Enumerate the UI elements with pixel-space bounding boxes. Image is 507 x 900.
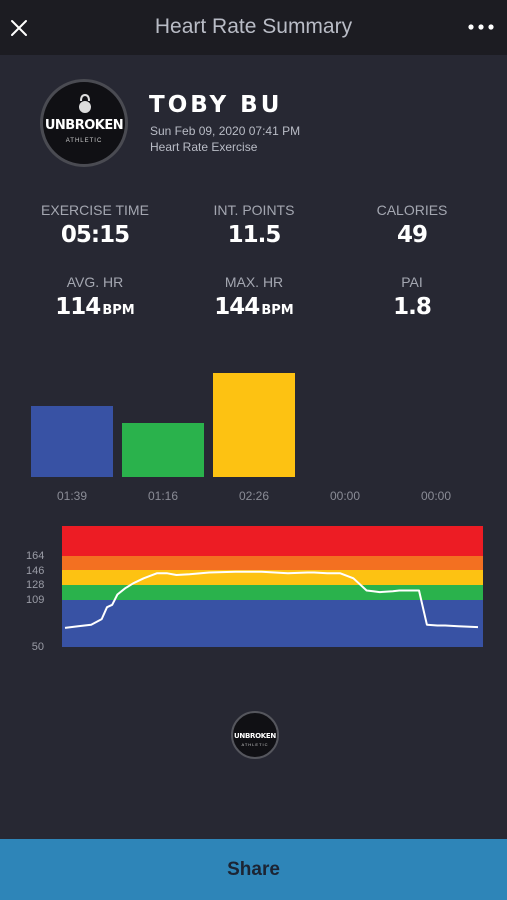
close-icon[interactable] [8, 15, 30, 41]
hr-zone-band [62, 556, 483, 570]
hr-series-line [64, 570, 479, 629]
stat-value-row: 144 BPM [184, 294, 324, 320]
zone-bar-label: 01:39 [56, 489, 88, 503]
footer-logo-subtext: ATHLETIC [241, 742, 269, 747]
stat-label: EXERCISE TIME [41, 202, 149, 218]
stat-value-row: 114 BPM [25, 294, 165, 320]
y-tick-label: 164 [26, 550, 45, 562]
more-options-icon[interactable] [467, 17, 495, 37]
stat-avg-hr: AVG. HR 114 BPM [25, 274, 165, 320]
zone-bar-label: 00:00 [420, 489, 452, 503]
hr-zone-band [62, 600, 483, 647]
top-bar: Heart Rate Summary [0, 0, 507, 55]
stat-value: 1.8 [393, 294, 432, 320]
hr-zone-band [62, 526, 483, 556]
stat-label: CALORIES [376, 202, 448, 218]
zone-bar [213, 373, 295, 477]
logo-text: UNBROKEN [44, 118, 124, 133]
user-name: TOBY BU [149, 92, 283, 118]
stat-int-points: INT. POINTS 11.5 [184, 202, 324, 248]
stat-label: PAI [401, 274, 423, 290]
stat-exercise-time: EXERCISE TIME 05:15 [25, 202, 165, 248]
stat-value: 114 [55, 294, 101, 320]
stat-max-hr: MAX. HR 144 BPM [184, 274, 324, 320]
stat-unit: BPM [261, 303, 294, 318]
stat-value: 144 [214, 294, 260, 320]
hr-zone-band [62, 585, 483, 600]
zone-bar [122, 423, 204, 477]
logo-subtext: ATHLETIC [65, 138, 103, 144]
page-title: Heart Rate Summary [154, 15, 353, 38]
stat-unit: BPM [102, 303, 135, 318]
share-button[interactable]: Share [0, 839, 507, 900]
stat-label: AVG. HR [66, 274, 124, 290]
footer-logo: UNBROKEN ATHLETIC [231, 711, 279, 759]
stat-value: 11.5 [227, 222, 282, 248]
footer-logo-text: UNBROKEN [234, 732, 276, 740]
y-tick-label: 146 [26, 565, 45, 577]
stat-calories: CALORIES 49 [342, 202, 482, 248]
stat-label: MAX. HR [224, 274, 284, 290]
stat-label: INT. POINTS [213, 202, 295, 218]
workout-type: Heart Rate Exercise [150, 140, 258, 154]
y-tick-label: 128 [26, 579, 45, 591]
stat-value: 49 [396, 222, 428, 248]
workout-date: Sun Feb 09, 2020 07:41 PM [150, 124, 301, 138]
y-tick-label: 50 [31, 641, 44, 653]
zone-bar-label: 02:26 [238, 489, 270, 503]
stat-pai: PAI 1.8 [342, 274, 482, 320]
heart-rate-plot [62, 526, 483, 647]
y-tick-label: 109 [26, 594, 45, 606]
zone-bar [31, 406, 113, 477]
zone-bar-label: 00:00 [329, 489, 361, 503]
zone-bar-label: 01:16 [147, 489, 179, 503]
stat-value: 05:15 [60, 222, 130, 248]
kettlebell-icon [79, 94, 91, 113]
brand-logo: UNBROKEN ATHLETIC [40, 79, 128, 167]
